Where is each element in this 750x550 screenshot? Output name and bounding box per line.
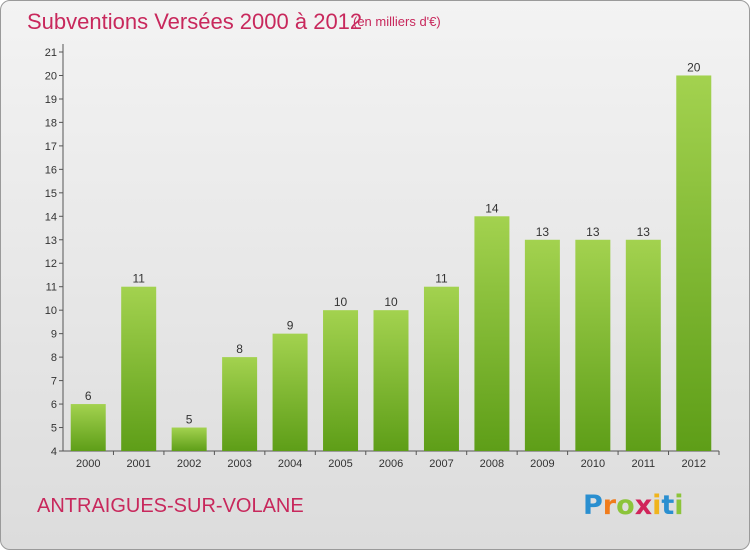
y-tick-label: 5: [51, 423, 57, 435]
data-label-2011: 13: [637, 225, 651, 239]
bar-2009: [524, 239, 560, 451]
y-tick-label: 16: [45, 164, 57, 176]
x-axis: 2000 2001 2002 2003 2004 2005 2006 2007 2008 2009…: [63, 450, 720, 470]
proxiti-logo: Proxiti: [583, 490, 684, 521]
x-tick-label: 2002: [177, 458, 201, 470]
data-label-2004: 9: [287, 319, 294, 333]
bar-2003: [222, 357, 258, 451]
y-tick-label: 20: [45, 70, 57, 82]
y-tick-label: 13: [45, 235, 57, 247]
bar-2006: [373, 310, 409, 451]
data-label-2008: 14: [485, 201, 499, 215]
logo-letter: o: [616, 490, 635, 521]
data-label-2000: 6: [85, 389, 92, 403]
y-tick-label: 4: [51, 446, 57, 458]
bar-2008: [474, 216, 510, 451]
data-label-2005: 10: [334, 295, 348, 309]
y-tick-label: 8: [51, 352, 57, 364]
x-tick-label: 2008: [480, 458, 504, 470]
y-tick-label: 21: [45, 47, 57, 59]
bar-2010: [575, 239, 611, 451]
logo-letter: x: [634, 490, 653, 521]
y-tick-label: 11: [46, 282, 57, 294]
y-tick-label: 10: [45, 305, 57, 317]
bar-2000: [70, 404, 106, 451]
x-tick-label: 2004: [278, 458, 302, 470]
bar-2012: [676, 75, 712, 452]
bar-2001: [121, 286, 157, 451]
bar-2005: [323, 310, 359, 451]
y-tick-label: 6: [51, 399, 57, 411]
x-tick-label: 2005: [328, 458, 352, 470]
logo-letter: t: [661, 490, 675, 521]
x-tick-label: 2012: [682, 458, 706, 470]
bar-2002: [171, 427, 207, 451]
data-label-2001: 11: [132, 272, 145, 286]
data-labels: 6 11 5 8 9 10 10 11 14 13 13 13 20: [85, 60, 701, 426]
y-tick-label: 12: [45, 258, 57, 270]
data-label-2012: 20: [687, 60, 701, 74]
y-tick-label: 17: [45, 141, 57, 153]
y-axis: 4 5 6 7 8 9 10 11 12 13 14 15 16 17 18 19 20 21: [45, 44, 64, 458]
bars: [70, 75, 712, 452]
y-tick-label: 18: [45, 117, 57, 129]
data-label-2009: 13: [536, 225, 550, 239]
logo-letter: i: [652, 490, 662, 521]
data-label-2003: 8: [236, 342, 243, 356]
y-tick-label: 14: [45, 211, 57, 223]
logo-letter: P: [583, 490, 603, 521]
x-tick-label: 2006: [379, 458, 403, 470]
commune-name: ANTRAIGUES-SUR-VOLANE: [37, 495, 304, 517]
logo-letter: i: [674, 490, 684, 521]
chart-subtitle: (en milliers d'€): [353, 14, 441, 29]
y-tick-label: 7: [51, 376, 57, 388]
x-tick-label: 2010: [581, 458, 605, 470]
bar-2011: [625, 239, 661, 451]
y-tick-label: 19: [45, 94, 57, 106]
bar-2004: [272, 333, 308, 451]
x-tick-label: 2009: [530, 458, 554, 470]
data-label-2007: 11: [435, 272, 448, 286]
x-tick-label: 2000: [76, 458, 100, 470]
data-label-2002: 5: [186, 413, 193, 427]
data-label-2006: 10: [384, 295, 398, 309]
bar-2007: [423, 286, 459, 451]
x-tick-label: 2003: [227, 458, 251, 470]
logo-letter: r: [602, 490, 617, 521]
data-label-2010: 13: [586, 225, 600, 239]
x-tick-label: 2011: [631, 458, 655, 470]
chart-title: Subventions Versées 2000 à 2012: [27, 9, 363, 34]
x-tick-label: 2001: [126, 458, 150, 470]
y-tick-label: 9: [51, 329, 57, 341]
x-tick-label: 2007: [429, 458, 453, 470]
y-tick-label: 15: [45, 188, 57, 200]
